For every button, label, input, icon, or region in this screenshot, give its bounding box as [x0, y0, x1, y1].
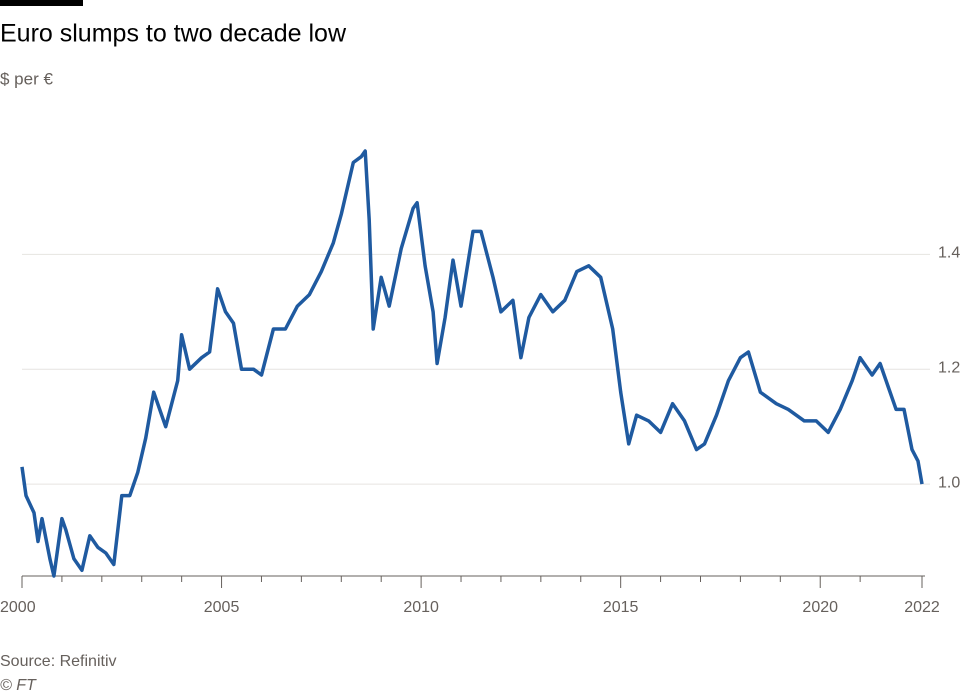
- chart-title: Euro slumps to two decade low: [0, 20, 347, 48]
- brand-bar: [0, 0, 83, 6]
- credit: © FT: [0, 677, 37, 694]
- y-tick-label: 1.0: [938, 474, 960, 491]
- line-series: [20, 149, 924, 578]
- subtitle: $ per €: [0, 69, 53, 88]
- source: Source: Refinitiv: [0, 653, 117, 670]
- x-tick-label: 2020: [802, 599, 838, 616]
- x-tick-label: 2022: [904, 599, 940, 616]
- y-tick-label: 1.4: [938, 245, 960, 262]
- x-tick-label: 2000: [0, 599, 36, 616]
- x-tick-label: 2005: [204, 599, 240, 616]
- y-tick-label: 1.2: [938, 359, 960, 376]
- x-tick-label: 2010: [403, 599, 439, 616]
- x-tick-label: 2015: [603, 599, 639, 616]
